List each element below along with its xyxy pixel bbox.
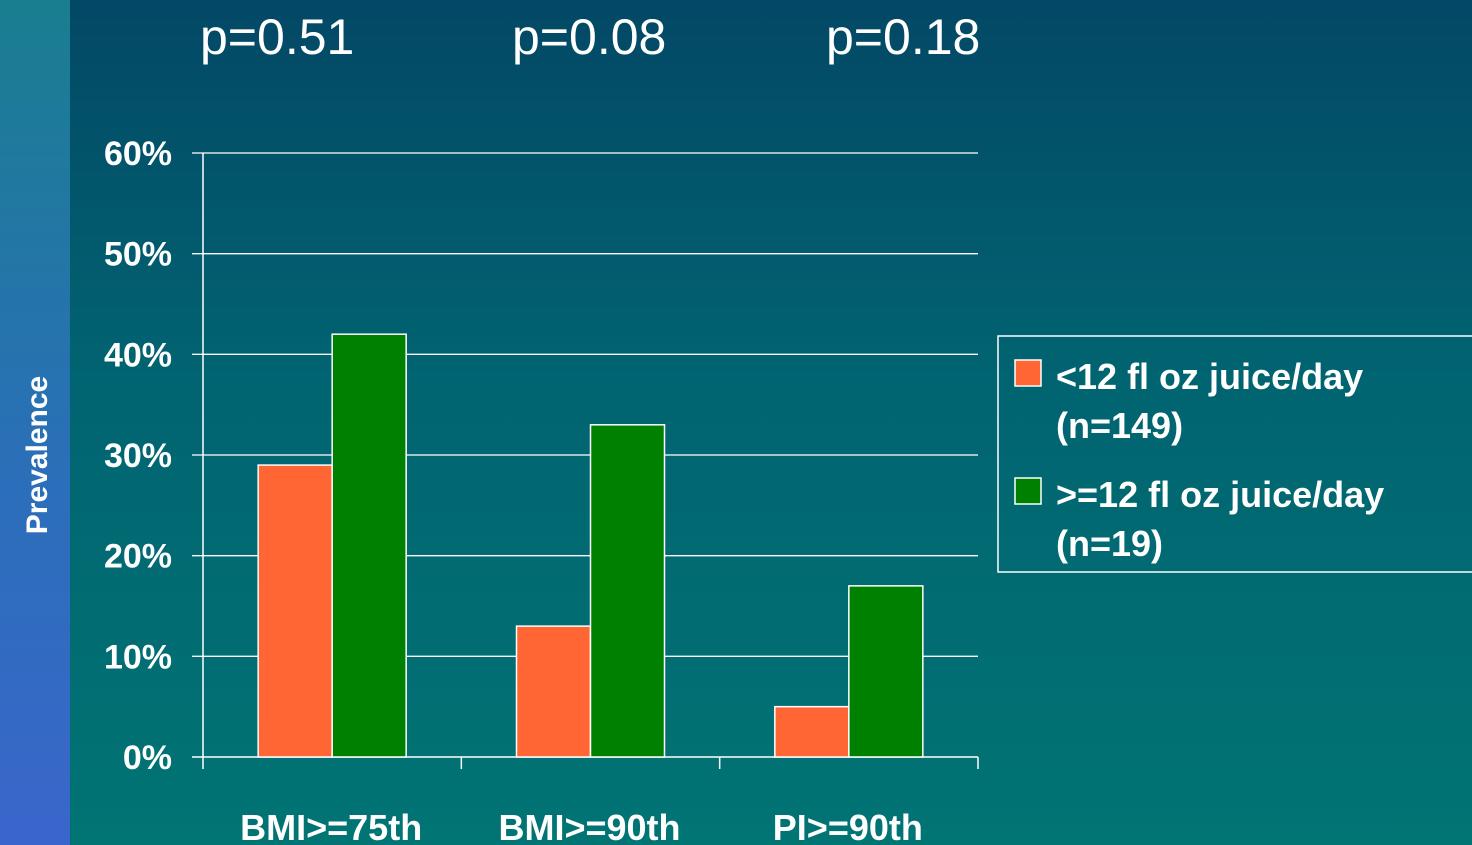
- bar: [515, 625, 592, 758]
- bar: [774, 705, 850, 758]
- x-category-label: BMI>=90th: [498, 807, 680, 845]
- legend-label-series-1: <12 fl oz juice/day: [1056, 356, 1363, 397]
- y-tick-label: 60%: [104, 135, 172, 173]
- y-tick-label: 30%: [104, 437, 172, 475]
- y-tick-label: 20%: [104, 538, 172, 576]
- legend-label-series-1-count: (n=149): [1056, 405, 1183, 446]
- y-axis-label: Prevalence: [21, 376, 54, 534]
- p-value-annotation-3: p=0.18: [826, 9, 981, 65]
- side-accent-bar: [0, 0, 70, 845]
- legend-label-series-2-count: (n=19): [1056, 523, 1163, 564]
- legend-swatch-series-2: [1014, 477, 1042, 505]
- y-tick-label: 50%: [104, 236, 172, 274]
- x-category-label: PI>=90th: [773, 807, 923, 845]
- legend: <12 fl oz juice/day (n=149) >=12 fl oz j…: [997, 335, 1472, 573]
- bar: [331, 333, 407, 758]
- bar: [848, 585, 924, 758]
- bars: [257, 333, 924, 758]
- y-tick-label: 40%: [104, 336, 172, 374]
- x-category-label: BMI>=75th: [240, 807, 422, 845]
- legend-box: [997, 335, 1472, 573]
- bar: [589, 424, 666, 758]
- category-labels: BMI>=75th BMI>=90th PI>=90th: [240, 807, 923, 845]
- p-value-annotation-1: p=0.51: [200, 9, 355, 65]
- p-value-annotation-2: p=0.08: [512, 9, 667, 65]
- bar: [257, 464, 333, 758]
- legend-label-series-2: >=12 fl oz juice/day: [1056, 474, 1384, 515]
- y-tick-label: 10%: [104, 638, 172, 676]
- legend-swatch-series-1: [1014, 359, 1042, 387]
- y-tick-label: 0%: [123, 739, 172, 777]
- y-tick-labels: 0% 10% 20% 30% 40% 50% 60%: [104, 135, 172, 777]
